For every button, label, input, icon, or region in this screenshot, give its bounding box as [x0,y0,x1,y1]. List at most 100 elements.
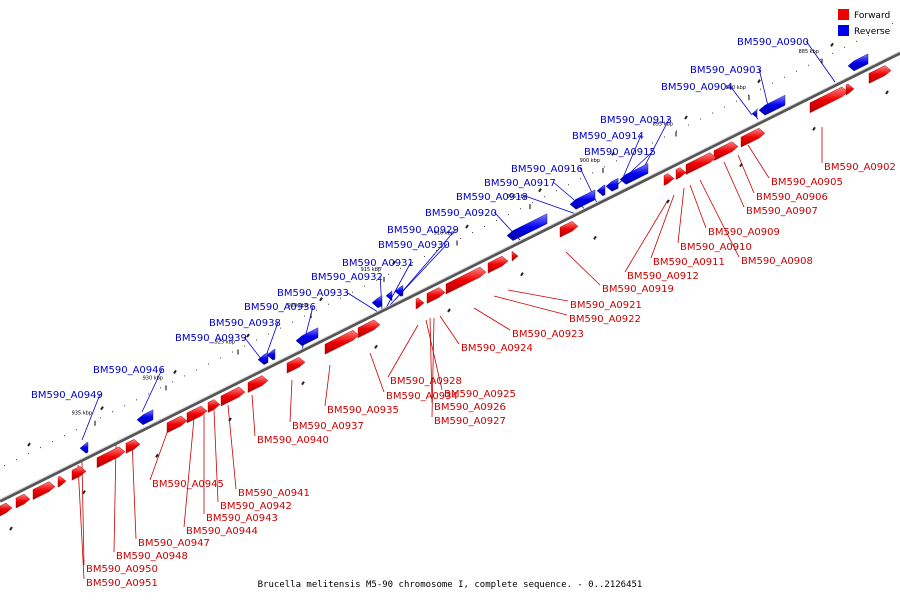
forward-gene[interactable] [247,375,269,393]
forward-gene[interactable] [96,446,126,469]
reverse-gene[interactable] [79,441,89,454]
reverse-gene[interactable] [847,53,869,72]
forward-gene[interactable] [868,65,892,84]
forward-gene[interactable] [324,330,360,355]
gene-label[interactable]: BM590_A0938 [209,318,281,329]
gene-label[interactable]: BM590_A0917 [484,178,556,189]
forward-gene[interactable] [445,266,487,295]
gene-label[interactable]: BM590_A0904 [661,82,733,93]
gene-label[interactable]: BM590_A0900 [737,37,809,48]
gene-label[interactable]: BM590_A0911 [653,257,725,268]
gene-label[interactable]: BM590_A0930 [378,240,450,251]
gene-label[interactable]: BM590_A0905 [771,177,843,188]
scale-dot [328,303,329,305]
gene-label[interactable]: BM590_A0947 [138,538,210,549]
gene-label[interactable]: BM590_A0913 [600,115,672,126]
reverse-gene[interactable] [569,189,596,210]
gene-label[interactable]: BM590_A0922 [569,314,641,325]
forward-gene[interactable] [685,152,717,175]
gene-label[interactable]: BM590_A0910 [680,242,752,253]
reverse-gene[interactable] [394,285,404,297]
forward-gene[interactable] [845,83,855,96]
gene-label[interactable]: BM590_A0950 [86,564,158,575]
gene-label[interactable]: BM590_A0951 [86,578,158,589]
gene-label[interactable]: BM590_A0909 [708,227,780,238]
gene-label[interactable]: BM590_A0941 [238,488,310,499]
reverse-gene[interactable] [506,213,548,241]
forward-gene[interactable] [426,287,446,304]
gene-label[interactable]: BM590_A0926 [434,402,506,413]
reverse-gene[interactable] [605,178,619,192]
forward-gene[interactable] [740,127,766,148]
forward-gene[interactable] [559,221,579,238]
gene-label[interactable]: BM590_A0949 [31,390,103,401]
gene-label[interactable]: BM590_A0945 [152,479,224,490]
gene-label[interactable]: BM590_A0925 [444,389,516,400]
forward-gene[interactable] [71,465,87,481]
gene-label[interactable]: BM590_A0927 [434,416,506,427]
forward-gene[interactable] [511,250,519,262]
gene-label[interactable]: BM590_A0929 [387,225,459,236]
gene-label[interactable]: BM590_A0935 [327,405,399,416]
reverse-gene[interactable] [136,409,154,426]
gene-label[interactable]: BM590_A0908 [741,256,813,267]
gene-label[interactable]: BM590_A0914 [572,131,644,142]
gene-label[interactable]: BM590_A0940 [257,435,329,446]
gene-label[interactable]: BM590_A0902 [824,162,896,173]
gene-label[interactable]: BM590_A0932 [311,272,383,283]
forward-gene[interactable] [15,493,31,509]
gene-label[interactable]: BM590_A0937 [292,421,364,432]
gene-label[interactable]: BM590_A0921 [570,300,642,311]
label-leader-line [183,417,195,528]
upper-tick [611,151,615,156]
gene-label[interactable]: BM590_A0942 [220,501,292,512]
gene-label[interactable]: BM590_A0933 [277,288,349,299]
reverse-gene[interactable] [758,94,786,116]
reverse-gene[interactable] [385,290,393,301]
gene-label[interactable]: BM590_A0931 [342,258,414,269]
gene-label[interactable]: BM590_A0906 [756,192,828,203]
gene-label[interactable]: BM590_A0948 [116,551,188,562]
gene-label[interactable]: BM590_A0944 [186,526,258,537]
gene-label[interactable]: BM590_A0934 [386,391,458,402]
gene-label[interactable]: BM590_A0924 [461,343,533,354]
forward-gene[interactable] [125,439,141,454]
reverse-gene[interactable] [295,327,319,346]
forward-gene[interactable] [0,502,13,517]
forward-gene[interactable] [675,167,687,180]
gene-label[interactable]: BM590_A0915 [584,147,656,158]
scale-dot [400,267,401,269]
forward-gene[interactable] [487,255,509,274]
gene-label[interactable]: BM590_A0907 [746,206,818,217]
gene-label[interactable]: BM590_A0903 [690,65,762,76]
reverse-gene[interactable] [619,163,649,185]
gene-label[interactable]: BM590_A0912 [627,271,699,282]
reverse-gene[interactable] [751,108,759,120]
gene-label[interactable]: BM590_A0920 [425,208,497,219]
forward-gene[interactable] [57,475,67,488]
forward-gene[interactable] [207,399,221,413]
gene-label[interactable]: BM590_A0928 [390,376,462,387]
gene-label[interactable]: BM590_A0923 [512,329,584,340]
gene-label[interactable]: BM590_A0943 [206,513,278,524]
forward-gene[interactable] [32,481,56,500]
forward-gene[interactable] [186,405,208,424]
gene-label[interactable]: BM590_A0939 [175,333,247,344]
gene-label[interactable]: BM590_A0936 [244,302,316,313]
gene-label[interactable]: BM590_A0918 [456,192,528,203]
forward-gene[interactable] [286,356,306,374]
forward-gene[interactable] [415,297,425,310]
forward-gene[interactable] [663,173,675,186]
forward-gene[interactable] [220,386,246,407]
reverse-gene[interactable] [257,352,269,365]
scale-dot [760,88,761,90]
reverse-gene[interactable] [596,184,606,197]
forward-gene[interactable] [166,415,188,434]
gene-label[interactable]: BM590_A0916 [511,164,583,175]
gene-label[interactable]: BM590_A0919 [602,284,674,295]
reverse-gene[interactable] [266,348,276,361]
gene-features [0,53,892,517]
reverse-gene[interactable] [371,295,383,309]
forward-gene[interactable] [809,86,849,114]
gene-label[interactable]: BM590_A0946 [93,365,165,376]
